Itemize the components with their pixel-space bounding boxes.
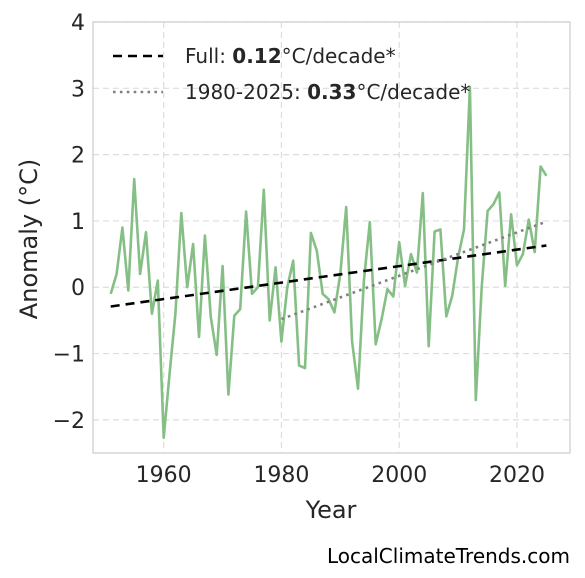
series-layer [109,85,548,440]
y-tick-label-0: 0 [71,276,85,301]
anomaly-line [109,85,548,440]
x-tick-label-1980: 1980 [253,463,309,488]
trend-1980-2025-line [280,220,547,321]
tick-labels: 1960 1980 2000 2020 −2 −1 0 1 2 3 4 [53,11,545,488]
x-tick-label-1960: 1960 [136,463,192,488]
y-tick-label--2: −2 [53,409,85,434]
y-tick-label-1: 1 [71,210,85,235]
y-axis-label: Anomaly (°C) [15,159,43,319]
grid [93,21,570,453]
y-tick-label--1: −1 [53,343,85,368]
y-tick-label-2: 2 [71,144,85,169]
legend-label-full: Full: 0.12°C/decade* [185,44,396,68]
plot-frame [92,21,571,454]
x-tick-label-2000: 2000 [371,463,427,488]
x-tick-label-2020: 2020 [489,463,545,488]
legend: Full: 0.12°C/decade* 1980-2025: 0.33°C/d… [113,44,470,104]
legend-label-1980-2025: 1980-2025: 0.33°C/decade* [185,80,470,104]
full-trend-line [110,244,547,308]
credit-text: LocalClimateTrends.com [326,544,570,568]
y-tick-label-3: 3 [71,77,85,102]
y-tick-label-4: 4 [71,11,85,36]
x-axis-label: Year [305,496,357,524]
